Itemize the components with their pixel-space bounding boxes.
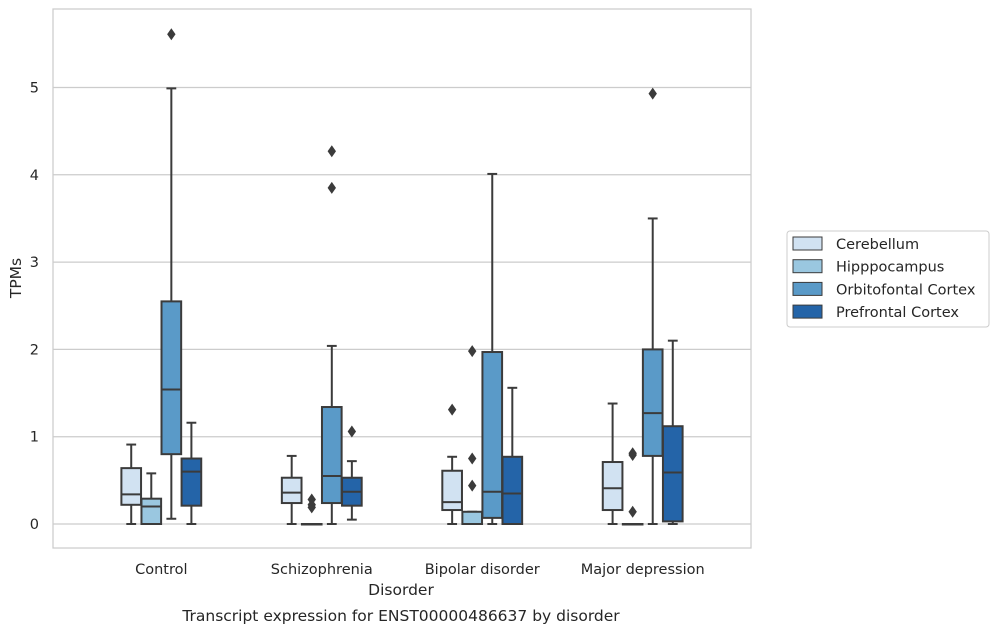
outlier-point	[327, 145, 336, 158]
x-tick-label: Major depression	[581, 562, 705, 578]
box-cerebellum	[120, 443, 143, 525]
box-cerebellum	[601, 402, 624, 525]
box-body	[280, 476, 303, 505]
outlier-point	[307, 493, 316, 506]
box-hipppocampus	[461, 345, 484, 526]
outlier-point	[447, 403, 457, 416]
legend-swatch	[792, 259, 823, 274]
box-body	[601, 461, 624, 512]
outlier-point	[468, 452, 477, 465]
box-orbitofontal-cortex	[641, 87, 664, 525]
legend-label: Prefrontal Cortex	[836, 305, 959, 321]
y-tick-label: 3	[30, 255, 39, 271]
legend-swatch	[792, 281, 823, 296]
outlier-point	[648, 87, 657, 100]
box-body	[320, 406, 343, 505]
box-cerebellum	[441, 403, 463, 525]
legend-label: Cerebellum	[836, 237, 919, 253]
x-tick-label: Schizophrenia	[271, 562, 373, 578]
legend-frame	[786, 230, 990, 328]
y-tick-label: 5	[30, 81, 39, 97]
box-orbitofontal-cortex	[320, 145, 343, 525]
x-tick-label: Control	[135, 562, 187, 578]
box-prefrontal-cortex	[341, 425, 363, 521]
box-hipppocampus	[621, 447, 644, 526]
y-tick-label: 4	[30, 168, 39, 184]
box-cerebellum	[280, 454, 303, 525]
legend-items: Cerebellum Hipppocampus Orbitofontal Corte…	[792, 236, 976, 321]
box-orbitofontal-cortex	[481, 172, 504, 525]
plot-background	[52, 8, 752, 549]
legend-label: Hipppocampus	[836, 260, 944, 276]
x-tick-labels: Control Schizophrenia Bipolar disorder Majo…	[135, 562, 705, 578]
outlier-point	[167, 28, 176, 41]
box-body	[501, 455, 524, 525]
box-prefrontal-cortex	[501, 386, 524, 525]
legend-label: Orbitofontal Cortex	[836, 282, 976, 298]
y-tick-label: 0	[30, 517, 39, 533]
x-tick-label: Bipolar disorder	[425, 562, 540, 578]
box-prefrontal-cortex	[180, 421, 203, 525]
box-body	[160, 300, 183, 456]
box-body	[661, 425, 684, 523]
box-body	[120, 467, 143, 506]
box-body	[641, 348, 664, 457]
box-orbitofontal-cortex	[160, 28, 183, 520]
box-hipppocampus	[140, 472, 163, 526]
y-axis-label: TPMs	[7, 258, 25, 299]
y-tick-label: 1	[30, 430, 39, 446]
box-groups	[120, 28, 684, 526]
outlier-point	[347, 425, 357, 438]
box-body	[461, 510, 484, 526]
box-prefrontal-cortex	[661, 339, 684, 525]
plot-area: 0 1 2 3 4 5	[30, 8, 752, 549]
box-hipppocampus	[300, 493, 323, 526]
box-body	[140, 497, 163, 526]
box-body	[481, 351, 504, 519]
legend: Cerebellum Hipppocampus Orbitofontal Corte…	[786, 230, 990, 328]
chart-caption: Transcript expression for ENST0000048663…	[181, 607, 620, 625]
legend-swatch	[792, 304, 823, 319]
y-tick-labels: 0 1 2 3 4 5	[30, 81, 39, 534]
outlier-point	[628, 447, 637, 460]
legend-swatch	[792, 236, 823, 251]
y-tick-label: 2	[30, 342, 39, 358]
box-body	[441, 469, 463, 512]
box-body	[180, 457, 203, 507]
outlier-point	[468, 479, 477, 492]
outlier-point	[327, 181, 336, 194]
outlier-point	[468, 345, 477, 358]
outlier-point	[628, 505, 637, 518]
x-axis-label: Disorder	[368, 581, 434, 599]
